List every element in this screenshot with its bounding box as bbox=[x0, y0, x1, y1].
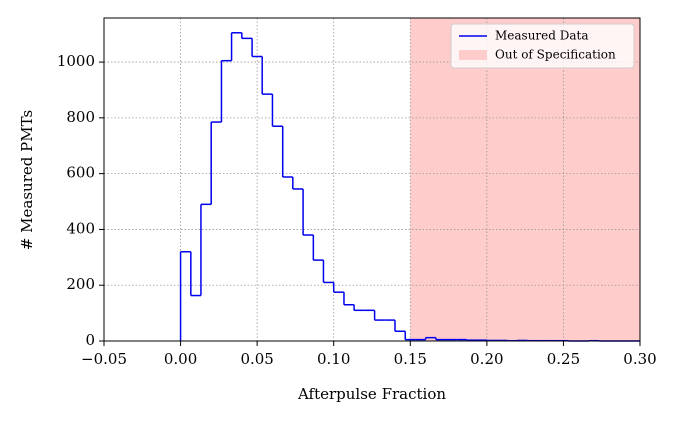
y-tick-label: 400 bbox=[66, 219, 95, 237]
y-tick-label: 1000 bbox=[57, 52, 95, 70]
x-tick-label: 0.15 bbox=[394, 350, 427, 368]
y-axis-label: # Measured PMTs bbox=[18, 110, 36, 250]
y-tick-label: 200 bbox=[66, 275, 95, 293]
x-tick-label: 0.10 bbox=[317, 350, 350, 368]
x-tick-label: 0.20 bbox=[470, 350, 503, 368]
x-tick-label: −0.05 bbox=[81, 350, 127, 368]
legend-label: Measured Data bbox=[495, 29, 589, 43]
legend-label: Out of Specification bbox=[495, 48, 616, 62]
x-axis-label: Afterpulse Fraction bbox=[297, 385, 446, 403]
x-tick-label: 0.25 bbox=[547, 350, 580, 368]
x-tick-label: 0.00 bbox=[164, 350, 197, 368]
x-tick-label: 0.30 bbox=[623, 350, 656, 368]
legend-swatch bbox=[459, 50, 487, 60]
legend-box bbox=[450, 23, 635, 69]
y-tick-label: 800 bbox=[66, 108, 95, 126]
out-of-spec-region bbox=[410, 18, 640, 341]
y-tick-label: 0 bbox=[85, 331, 95, 349]
x-tick-label: 0.05 bbox=[240, 350, 273, 368]
plot-frame bbox=[103, 17, 641, 342]
y-tick-label: 600 bbox=[66, 164, 95, 182]
